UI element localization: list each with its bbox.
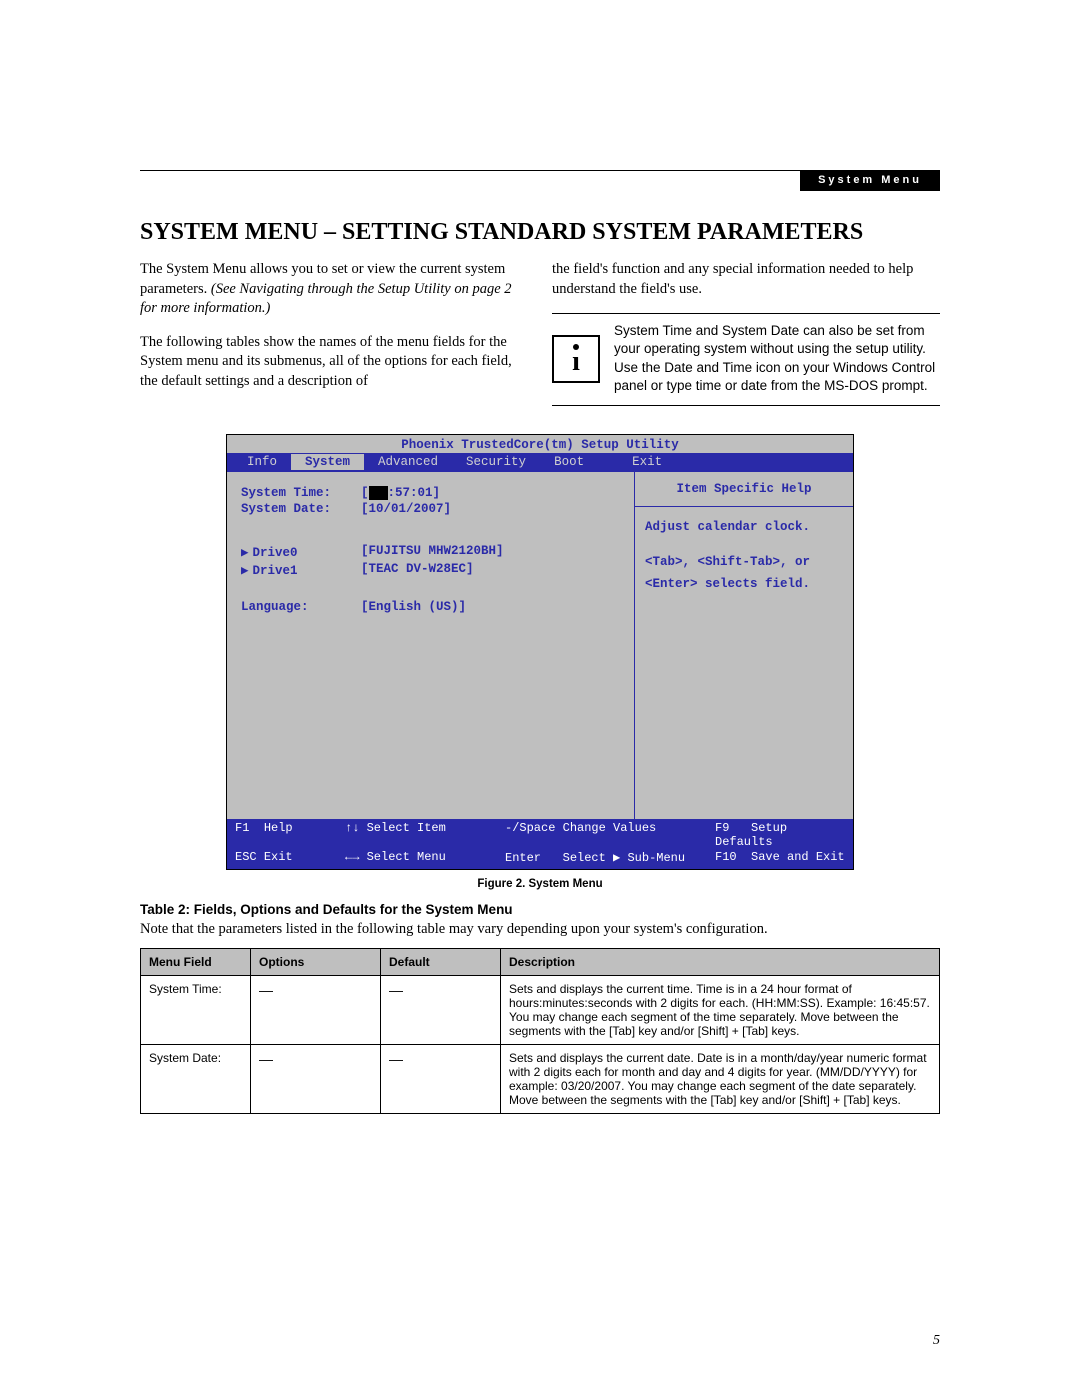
intro-p3: the field's function and any special inf…	[552, 260, 940, 299]
key-f10: F10	[715, 850, 737, 864]
table-title: Table 2: Fields, Options and Defaults fo…	[140, 902, 940, 917]
submenu-arrow-icon: ▶	[241, 564, 249, 578]
intro-columns: The System Menu allows you to set or vie…	[140, 260, 940, 406]
info-icon: ı	[552, 335, 600, 383]
fields-table: Menu Field Options Default Description S…	[140, 948, 940, 1114]
key-space: -/Space	[505, 821, 555, 835]
bios-help-title: Item Specific Help	[635, 472, 853, 507]
intro-p2: The following tables show the names of t…	[140, 333, 528, 392]
bios-val-drive0: [FUJITSU MHW2120BH]	[361, 544, 504, 560]
bios-row-drive0[interactable]: ▶ Drive0 [FUJITSU MHW2120BH]	[241, 544, 624, 560]
key-leftright: ←→	[345, 850, 359, 864]
cell-desc: Sets and displays the current date. Date…	[501, 1045, 940, 1114]
intro-col-left: The System Menu allows you to set or vie…	[140, 260, 528, 406]
bios-tab-info[interactable]: Info	[233, 454, 291, 470]
bios-tab-boot[interactable]: Boot	[540, 454, 598, 470]
bios-row-time[interactable]: System Time: [14:57:01]	[241, 486, 624, 500]
bios-label-drive1: Drive1	[253, 564, 298, 578]
table-note: Note that the parameters listed in the f…	[140, 921, 940, 938]
label-selectitem: Select Item	[367, 821, 446, 835]
key-esc: ESC	[235, 850, 257, 864]
cell-menu: System Date:	[141, 1045, 251, 1114]
submenu-arrow-icon: ▶	[241, 546, 249, 560]
page-title: SYSTEM MENU – SETTING STANDARD SYSTEM PA…	[140, 219, 940, 246]
bios-footer: F1 Help ↑↓ Select Item -/Space Change Va…	[227, 819, 853, 869]
bios-screenshot: Phoenix TrustedCore(tm) Setup Utility In…	[226, 434, 854, 870]
bios-help-line3: <Enter> selects field.	[645, 574, 843, 595]
bios-val-drive1: [TEAC DV-W28EC]	[361, 562, 474, 578]
bios-label-time: System Time:	[241, 486, 361, 500]
figure-caption: Figure 2. System Menu	[140, 878, 940, 890]
label-save: Save and Exit	[751, 850, 845, 864]
bios-help-line2: <Tab>, <Shift-Tab>, or	[645, 552, 843, 573]
cell-options: —	[251, 1045, 381, 1114]
bios-label-drive0: Drive0	[253, 546, 298, 560]
bios-row-drive1[interactable]: ▶ Drive1 [TEAC DV-W28EC]	[241, 562, 624, 578]
cell-default: —	[381, 976, 501, 1045]
intro-col-right: the field's function and any special inf…	[552, 260, 940, 406]
intro-p1: The System Menu allows you to set or vie…	[140, 260, 528, 319]
cell-default: —	[381, 1045, 501, 1114]
key-f1: F1	[235, 821, 249, 835]
key-f9: F9	[715, 821, 729, 835]
header-rule: System Menu	[140, 170, 940, 171]
table-row: System Time: — — Sets and displays the c…	[141, 976, 940, 1045]
label-help: Help	[264, 821, 293, 835]
bios-tab-advanced[interactable]: Advanced	[364, 454, 452, 470]
bios-tab-system[interactable]: System	[291, 454, 364, 470]
bios-title: Phoenix TrustedCore(tm) Setup Utility	[227, 435, 853, 453]
bios-left-panel: System Time: [14:57:01] System Date: [10…	[227, 471, 635, 819]
table-header-row: Menu Field Options Default Description	[141, 949, 940, 976]
label-submenu: Select ▶ Sub-Menu	[563, 851, 685, 865]
page-number: 5	[933, 1333, 940, 1349]
key-updown: ↑↓	[345, 821, 359, 835]
bios-val-lang: [English (US)]	[361, 600, 466, 614]
th-options: Options	[251, 949, 381, 976]
cell-options: —	[251, 976, 381, 1045]
section-header: System Menu	[800, 170, 940, 191]
bios-tabs: Info System Advanced Security Boot Exit	[227, 453, 853, 471]
th-default: Default	[381, 949, 501, 976]
label-change: Change Values	[563, 821, 657, 835]
cell-desc: Sets and displays the current time. Time…	[501, 976, 940, 1045]
bios-tab-security[interactable]: Security	[452, 454, 540, 470]
key-enter: Enter	[505, 851, 541, 865]
bios-val-date: [10/01/2007]	[361, 502, 451, 516]
table-row: System Date: — — Sets and displays the c…	[141, 1045, 940, 1114]
note-box: ı System Time and System Date can also b…	[552, 313, 940, 406]
label-exit: Exit	[264, 850, 293, 864]
bios-label-date: System Date:	[241, 502, 361, 516]
bios-row-date[interactable]: System Date: [10/01/2007]	[241, 502, 624, 516]
bios-help-body: Adjust calendar clock. <Tab>, <Shift-Tab…	[635, 507, 853, 819]
bios-help-panel: Item Specific Help Adjust calendar clock…	[635, 471, 853, 819]
bios-tab-exit[interactable]: Exit	[618, 454, 676, 470]
th-desc: Description	[501, 949, 940, 976]
note-text: System Time and System Date can also be …	[614, 322, 940, 395]
bios-row-language[interactable]: Language: [English (US)]	[241, 600, 624, 614]
bios-help-line1: Adjust calendar clock.	[645, 517, 843, 538]
th-menu: Menu Field	[141, 949, 251, 976]
bios-label-lang: Language:	[241, 600, 361, 614]
label-selectmenu: Select Menu	[367, 850, 446, 864]
cell-menu: System Time:	[141, 976, 251, 1045]
bios-val-time: [14:57:01]	[361, 486, 440, 500]
